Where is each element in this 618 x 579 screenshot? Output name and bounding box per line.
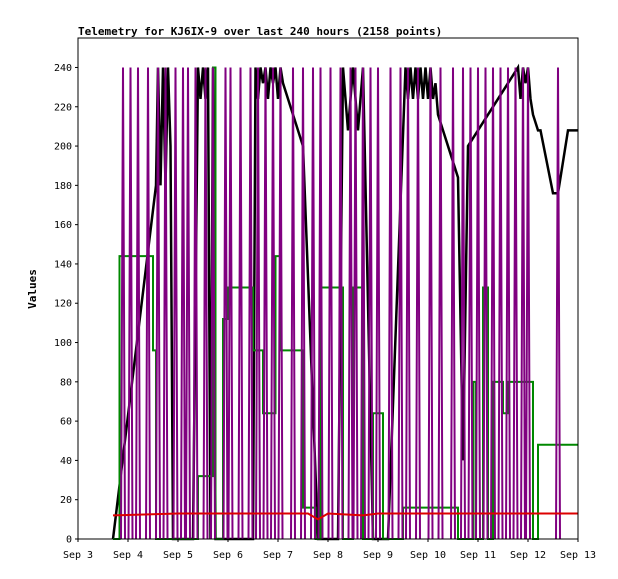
x-tick-label: Sep 4 [113, 550, 143, 561]
y-tick-label: 220 [54, 102, 72, 113]
x-tick-label: Sep 3 [63, 550, 93, 561]
x-tick-label: Sep 5 [163, 550, 193, 561]
x-tick-label: Sep 11 [460, 550, 496, 561]
x-tick-label: Sep 6 [213, 550, 243, 561]
y-tick-label: 80 [60, 377, 72, 388]
y-tick-label: 20 [60, 495, 72, 506]
y-tick-label: 240 [54, 63, 72, 74]
y-tick-label: 200 [54, 142, 72, 153]
y-tick-label: 0 [66, 535, 72, 546]
series-line-2 [120, 67, 561, 540]
y-axis: 0 20 40 60 80 100 120 140 160 180 200 220 240 [54, 63, 78, 546]
x-tick-label: Sep 9 [363, 550, 393, 561]
y-tick-label: 100 [54, 338, 72, 349]
x-tick-label: Sep 7 [263, 550, 293, 561]
series-group [111, 63, 578, 541]
y-tick-label: 40 [60, 456, 72, 467]
y-tick-label: 160 [54, 220, 72, 231]
x-tick-label: Sep 13 [560, 550, 596, 561]
series-line-3 [112, 512, 578, 521]
y-axis-label: Values [26, 269, 39, 309]
y-tick-label: 140 [54, 259, 72, 270]
y-tick-label: 180 [54, 181, 72, 192]
y-tick-label: 120 [54, 299, 72, 310]
x-tick-label: Sep 10 [410, 550, 446, 561]
x-axis: Sep 3 Sep 4 Sep 5 Sep 6 Sep 7 Sep 8 Sep 9 Sep 1… [63, 539, 596, 561]
chart-title: Telemetry for KJ6IX-9 over last 240 hour… [78, 25, 442, 38]
y-tick-label: 60 [60, 417, 72, 428]
x-tick-label: Sep 12 [510, 550, 546, 561]
x-tick-label: Sep 8 [313, 550, 343, 561]
